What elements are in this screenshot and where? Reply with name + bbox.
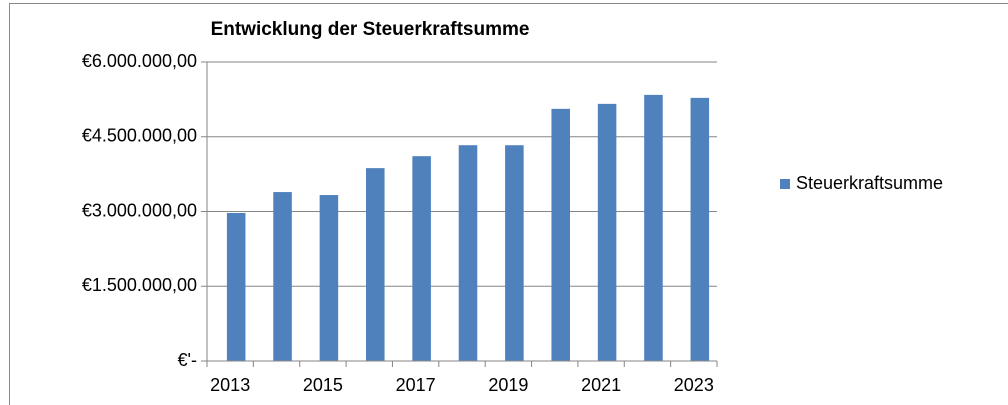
bar: [505, 145, 524, 361]
x-tick-label: 2021: [581, 375, 621, 395]
y-tick-label: €6.000.000,00: [82, 51, 197, 71]
bar: [597, 103, 617, 362]
bar: [366, 168, 385, 361]
bar: [412, 156, 431, 361]
x-tick-label: 2019: [488, 375, 528, 395]
bar: [226, 212, 246, 361]
x-tick-label: 2013: [210, 375, 250, 395]
y-tick-label: €4.500.000,00: [82, 126, 197, 146]
y-tick-label: €1.500.000,00: [82, 275, 197, 295]
bar: [458, 145, 478, 361]
x-tick-label: 2015: [303, 375, 343, 395]
bar: [551, 108, 570, 362]
y-tick-label: €3.000.000,00: [82, 200, 197, 220]
bar: [690, 97, 710, 361]
bar: [319, 195, 339, 361]
x-tick-label: 2017: [396, 375, 436, 395]
bar: [644, 94, 663, 361]
legend-label: Steuerkraftsumme: [796, 173, 943, 193]
legend-swatch: [780, 179, 790, 189]
y-tick-label: €'-: [178, 350, 197, 370]
x-tick-label: 2023: [674, 375, 714, 395]
bar: [273, 192, 292, 361]
chart-title: Entwicklung der Steuerkraftsumme: [211, 19, 530, 40]
chart-frame: [9, 3, 1008, 405]
